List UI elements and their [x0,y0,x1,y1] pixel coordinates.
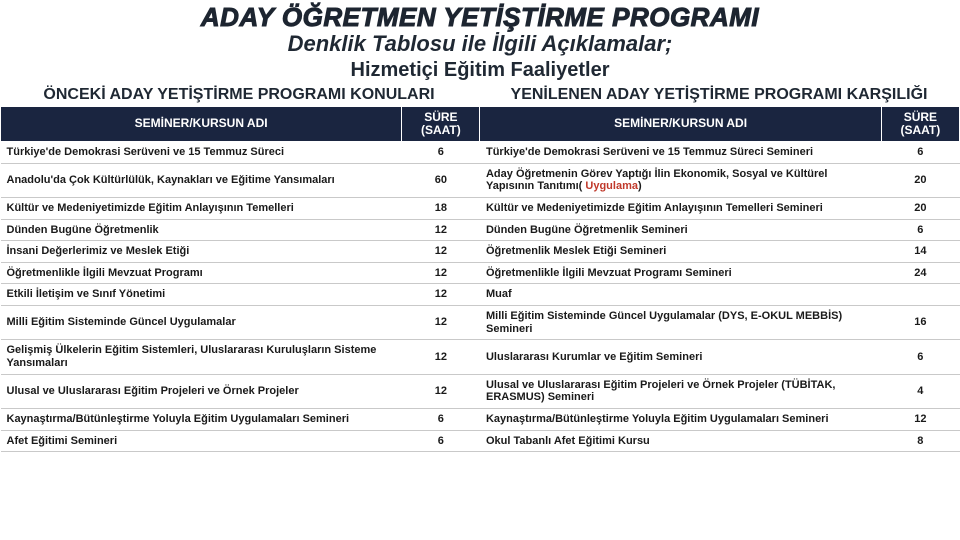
table-row: Milli Eğitim Sisteminde Güncel Uygulamal… [1,306,960,340]
table-row: Türkiye'de Demokrasi Serüveni ve 15 Temm… [1,141,960,163]
table-row: Ulusal ve Uluslararası Eğitim Projeleri … [1,374,960,408]
cell-hours-right: 12 [881,408,959,430]
cell-seminar-left: Türkiye'de Demokrasi Serüveni ve 15 Temm… [1,141,402,163]
cell-seminar-right: Kaynaştırma/Bütünleştirme Yoluyla Eğitim… [480,408,881,430]
cell-hours-right [881,284,959,306]
group-header-row: ÖNCEKİ ADAY YETİŞTİRME PROGRAMI KONULARI… [0,84,960,106]
equivalence-table: SEMİNER/KURSUN ADI SÜRE (SAAT) SEMİNER/K… [0,106,960,453]
group-header-right: YENİLENEN ADAY YETİŞTİRME PROGRAMI KARŞI… [478,84,960,106]
table-row: Gelişmiş Ülkelerin Eğitim Sistemleri, Ul… [1,340,960,374]
cell-hours-right: 16 [881,306,959,340]
table-row: Anadolu'da Çok Kültürlülük, Kaynakları v… [1,163,960,197]
cell-seminar-right: Öğretmenlikle İlgili Mevzuat Programı Se… [480,262,881,284]
cell-hours-right: 24 [881,262,959,284]
table-row: İnsani Değerlerimiz ve Meslek Etiği12Öğr… [1,241,960,263]
cell-hours-left: 12 [402,374,480,408]
col-hours-right: SÜRE (SAAT) [881,106,959,141]
cell-hours-left: 18 [402,197,480,219]
cell-seminar-right: Aday Öğretmenin Görev Yaptığı İlin Ekono… [480,163,881,197]
cell-seminar-left: Kültür ve Medeniyetimizde Eğitim Anlayış… [1,197,402,219]
cell-seminar-left: Kaynaştırma/Bütünleştirme Yoluyla Eğitim… [1,408,402,430]
table-header-row: SEMİNER/KURSUN ADI SÜRE (SAAT) SEMİNER/K… [1,106,960,141]
page-title: ADAY ÖĞRETMEN YETİŞTİRME PROGRAMI [0,0,960,33]
cell-hours-left: 12 [402,241,480,263]
table-body: Türkiye'de Demokrasi Serüveni ve 15 Temm… [1,141,960,451]
group-header-left: ÖNCEKİ ADAY YETİŞTİRME PROGRAMI KONULARI [0,84,478,106]
cell-hours-right: 8 [881,430,959,452]
cell-hours-left: 12 [402,219,480,241]
cell-seminar-left: Etkili İletişim ve Sınıf Yönetimi [1,284,402,306]
cell-hours-right: 6 [881,141,959,163]
cell-seminar-right: Ulusal ve Uluslararası Eğitim Projeleri … [480,374,881,408]
col-hours-left: SÜRE (SAAT) [402,106,480,141]
cell-hours-left: 12 [402,306,480,340]
cell-seminar-right: Milli Eğitim Sisteminde Güncel Uygulamal… [480,306,881,340]
table-row: Kültür ve Medeniyetimizde Eğitim Anlayış… [1,197,960,219]
cell-seminar-left: Dünden Bugüne Öğretmenlik [1,219,402,241]
table-row: Afet Eğitimi Semineri6Okul Tabanlı Afet … [1,430,960,452]
cell-hours-right: 20 [881,163,959,197]
cell-hours-left: 12 [402,340,480,374]
table-row: Etkili İletişim ve Sınıf Yönetimi12Muaf [1,284,960,306]
cell-hours-left: 6 [402,141,480,163]
cell-seminar-right: Dünden Bugüne Öğretmenlik Semineri [480,219,881,241]
table-row: Kaynaştırma/Bütünleştirme Yoluyla Eğitim… [1,408,960,430]
cell-hours-right: 4 [881,374,959,408]
cell-seminar-left: Öğretmenlikle İlgili Mevzuat Programı [1,262,402,284]
cell-seminar-right: Öğretmenlik Meslek Etiği Semineri [480,241,881,263]
cell-seminar-left: Gelişmiş Ülkelerin Eğitim Sistemleri, Ul… [1,340,402,374]
cell-seminar-right: Okul Tabanlı Afet Eğitimi Kursu [480,430,881,452]
cell-hours-right: 6 [881,340,959,374]
cell-seminar-left: Ulusal ve Uluslararası Eğitim Projeleri … [1,374,402,408]
cell-seminar-left: Milli Eğitim Sisteminde Güncel Uygulamal… [1,306,402,340]
cell-hours-left: 60 [402,163,480,197]
cell-hours-left: 12 [402,284,480,306]
cell-hours-left: 6 [402,430,480,452]
cell-seminar-right: Kültür ve Medeniyetimizde Eğitim Anlayış… [480,197,881,219]
cell-seminar-right: Türkiye'de Demokrasi Serüveni ve 15 Temm… [480,141,881,163]
cell-seminar-right: Uluslararası Kurumlar ve Eğitim Semineri [480,340,881,374]
cell-seminar-left: İnsani Değerlerimiz ve Meslek Etiği [1,241,402,263]
cell-hours-left: 12 [402,262,480,284]
cell-seminar-left: Anadolu'da Çok Kültürlülük, Kaynakları v… [1,163,402,197]
cell-hours-right: 20 [881,197,959,219]
cell-hours-left: 6 [402,408,480,430]
cell-seminar-left: Afet Eğitimi Semineri [1,430,402,452]
col-seminar-right: SEMİNER/KURSUN ADI [480,106,881,141]
cell-seminar-right: Muaf [480,284,881,306]
table-row: Öğretmenlikle İlgili Mevzuat Programı12Ö… [1,262,960,284]
page-subtitle: Denklik Tablosu ile İlgili Açıklamalar; [0,31,960,57]
table-row: Dünden Bugüne Öğretmenlik12Dünden Bugüne… [1,219,960,241]
col-seminar-left: SEMİNER/KURSUN ADI [1,106,402,141]
cell-hours-right: 14 [881,241,959,263]
cell-hours-right: 6 [881,219,959,241]
section-title: Hizmetiçi Eğitim Faaliyetler [0,59,960,82]
